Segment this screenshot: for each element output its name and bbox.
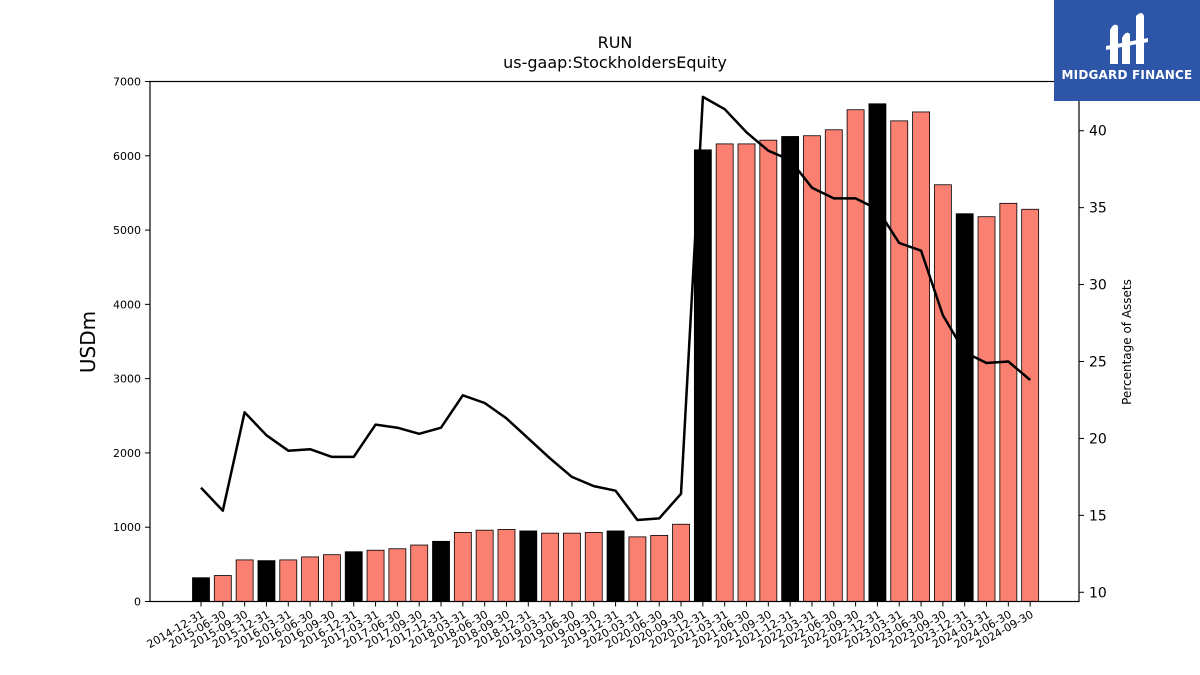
y2-axis: 10 15 20 25 30 35 40 <box>1079 124 1107 601</box>
logo-text: MIDGARD FINANCE <box>1061 68 1193 82</box>
bar-2018-12-31 <box>519 530 538 602</box>
bar-2017-09-30 <box>410 544 429 602</box>
y-tick-label: 1000 <box>113 521 141 534</box>
y-tick-label: 0 <box>134 596 141 609</box>
bar-2020-06-30 <box>650 534 669 602</box>
bar-2022-06-30 <box>824 129 843 602</box>
chart-title: RUN <box>598 33 633 52</box>
bar-2019-06-30 <box>563 532 581 602</box>
bar-2015-12-31 <box>257 560 276 602</box>
bar-2024-03-31 <box>977 216 996 602</box>
y2-tick-label: 35 <box>1089 201 1107 217</box>
bar-2016-12-31 <box>344 551 363 602</box>
bar-2020-03-31 <box>628 536 647 602</box>
bar-2021-12-31 <box>781 136 800 602</box>
bar-2022-03-31 <box>803 135 821 602</box>
bar-2016-03-31 <box>279 559 298 602</box>
bar-2017-06-30 <box>388 548 407 602</box>
bar-2021-03-31 <box>715 143 734 602</box>
bar-2021-06-30 <box>737 143 756 602</box>
y-tick-label: 4000 <box>113 298 141 311</box>
bar-2023-03-31 <box>890 120 909 602</box>
y-axis: 0 1000 2000 3000 4000 5000 6000 7000 <box>113 76 150 609</box>
y-tick-label: 2000 <box>113 447 141 460</box>
brand-logo: MIDGARD FINANCE <box>1054 0 1200 101</box>
bar-2019-03-31 <box>541 532 560 602</box>
bar-2016-09-30 <box>323 554 341 602</box>
logo-mark-icon <box>1106 13 1148 65</box>
y2-axis-label: Percentage of Assets <box>1120 279 1134 405</box>
y2-tick-label: 10 <box>1089 585 1107 601</box>
bar-2024-06-30 <box>999 202 1018 602</box>
bar-2014-12-31 <box>192 577 210 602</box>
bar-2020-09-30 <box>672 523 690 602</box>
y2-tick-label: 25 <box>1089 355 1107 371</box>
percentage-line <box>200 95 1032 522</box>
chart-subtitle: us-gaap:StockholdersEquity <box>503 53 727 72</box>
y-tick-label: 5000 <box>113 224 141 237</box>
y2-tick-label: 30 <box>1089 278 1107 294</box>
bar-2018-03-31 <box>453 532 472 602</box>
bars-group <box>192 103 1040 602</box>
bar-2023-12-31 <box>955 213 974 602</box>
bar-2024-09-30 <box>1021 208 1040 602</box>
bar-2022-09-30 <box>846 109 865 602</box>
x-axis: 2014-12-312015-06-302015-09-302015-12-31… <box>145 601 1036 651</box>
bar-2021-09-30 <box>759 139 778 602</box>
bar-2018-09-30 <box>497 529 516 602</box>
y2-tick-label: 15 <box>1089 508 1107 524</box>
bar-2017-03-31 <box>366 549 385 602</box>
y-tick-label: 3000 <box>113 373 141 386</box>
bar-2015-06-30 <box>213 575 232 602</box>
bar-2016-06-30 <box>301 556 320 602</box>
bar-2022-12-31 <box>868 103 887 602</box>
bar-2019-09-30 <box>584 532 603 602</box>
bar-2017-12-31 <box>432 540 450 602</box>
bar-2019-12-31 <box>606 530 625 602</box>
bar-2018-06-30 <box>475 529 494 602</box>
y-axis-label: USDm <box>76 311 100 373</box>
bar-2023-06-30 <box>912 111 930 602</box>
y2-tick-label: 20 <box>1089 431 1107 447</box>
bar-2015-09-30 <box>235 559 254 602</box>
line-layer <box>200 95 1032 522</box>
y-tick-label: 7000 <box>113 76 141 89</box>
bar-2023-09-30 <box>933 184 952 602</box>
y-tick-label: 6000 <box>113 150 141 163</box>
plot-frame <box>149 80 1080 603</box>
y2-tick-label: 40 <box>1089 124 1107 140</box>
